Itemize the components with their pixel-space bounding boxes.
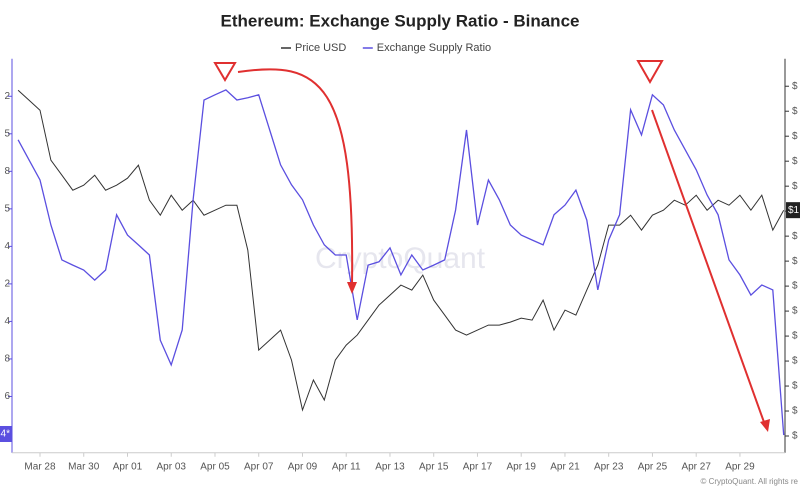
- x-tick-label: Apr 15: [419, 461, 449, 472]
- y2-tick-label: $: [792, 256, 798, 267]
- x-tick-label: Mar 30: [68, 461, 100, 472]
- x-tick-label: Apr 05: [200, 461, 230, 472]
- price-label: $1: [788, 205, 800, 216]
- legend-label: Price USD: [295, 42, 346, 54]
- y2-tick-label: $: [792, 81, 798, 92]
- y2-tick-label: $: [792, 406, 798, 417]
- arrow: [237, 68, 354, 286]
- chart-title: Ethereum: Exchange Supply Ratio - Binanc…: [221, 11, 580, 30]
- y-tick-label: 5: [4, 203, 10, 214]
- x-tick-label: Apr 19: [506, 461, 536, 472]
- arrow-head: [347, 282, 357, 294]
- y2-tick-label: $: [792, 156, 798, 167]
- x-tick-label: Mar 28: [24, 461, 56, 472]
- y2-tick-label: $: [792, 431, 798, 442]
- y-tick-highlight: [0, 425, 12, 442]
- price-highlight: [786, 202, 800, 219]
- y2-tick-label: $: [792, 131, 798, 142]
- x-tick-label: Apr 11: [332, 461, 361, 472]
- x-tick-label: Apr 03: [157, 461, 187, 472]
- y2-tick-label: $: [792, 231, 798, 242]
- y-tick-label: 5: [4, 128, 10, 139]
- marker-triangle: [636, 60, 664, 85]
- y-tick-label: 4: [4, 316, 10, 327]
- legend-label: Exchange Supply Ratio: [377, 42, 491, 54]
- y-tick-label: 4: [4, 241, 10, 252]
- x-tick-label: Apr 27: [681, 461, 711, 472]
- annotations: [213, 60, 770, 432]
- y-tick-label: 2: [4, 91, 10, 102]
- y-tick-label: 2: [4, 279, 10, 290]
- x-tick-label: Apr 25: [638, 461, 668, 472]
- marker-triangle: [213, 62, 237, 82]
- arrow-head: [760, 419, 770, 432]
- y2-tick-label: $: [792, 381, 798, 392]
- x-tick-label: Apr 29: [725, 461, 755, 472]
- x-tick-label: Apr 13: [375, 461, 405, 472]
- footer: © CryptoQuant. All rights re: [701, 477, 799, 486]
- x-tick-label: Apr 09: [288, 461, 318, 472]
- x-tick-label: Apr 01: [113, 461, 143, 472]
- y-tick-label: 4*: [1, 429, 11, 440]
- y2-tick-label: $: [792, 106, 798, 117]
- arrow: [651, 109, 766, 426]
- y2-tick-label: $: [792, 331, 798, 342]
- y-tick-label: 8: [4, 354, 10, 365]
- series-line: [17, 89, 785, 436]
- x-tick-label: Apr 07: [244, 461, 274, 472]
- y-tick-label: 8: [4, 166, 10, 177]
- y2-tick-label: $: [792, 181, 798, 192]
- series-line: [17, 89, 785, 412]
- y2-tick-label: $: [792, 306, 798, 317]
- y-tick-label: 6: [4, 391, 10, 402]
- x-tick-label: Apr 17: [463, 461, 493, 472]
- x-tick-label: Apr 23: [594, 461, 624, 472]
- x-tick-label: Apr 21: [550, 461, 580, 472]
- watermark: CryptoQuant: [315, 242, 486, 275]
- y2-tick-label: $: [792, 281, 798, 292]
- y2-tick-label: $: [792, 356, 798, 367]
